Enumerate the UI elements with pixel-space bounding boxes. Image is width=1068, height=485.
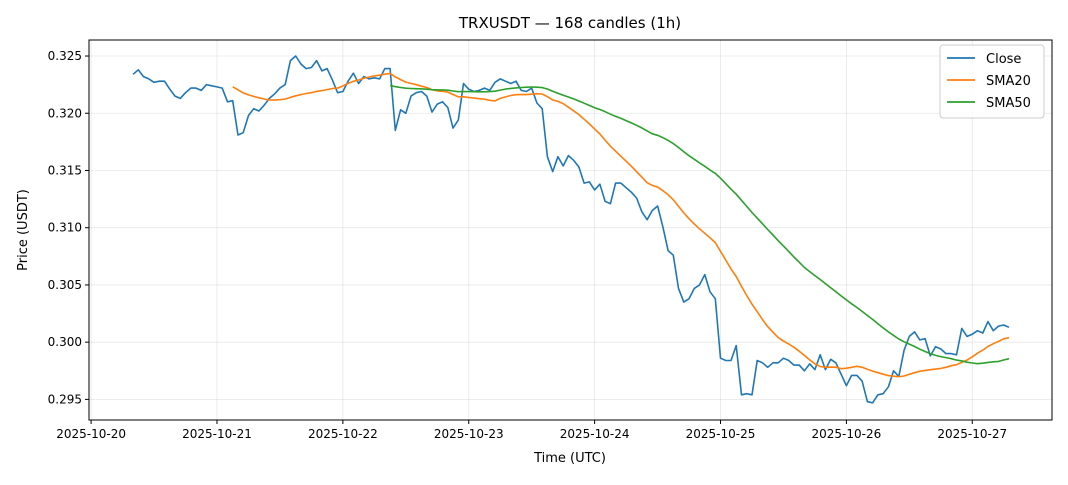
y-axis-label: Price (USDT) xyxy=(16,189,31,271)
x-tick-label: 2025-10-24 xyxy=(560,427,630,441)
x-tick-label: 2025-10-20 xyxy=(56,427,126,441)
x-tick-label: 2025-10-26 xyxy=(812,427,882,441)
x-tick-label: 2025-10-25 xyxy=(686,427,756,441)
y-tick-label: 0.295 xyxy=(48,392,82,406)
y-tick-label: 0.320 xyxy=(48,106,82,120)
sma50-line xyxy=(389,84,1010,365)
y-tick-label: 0.325 xyxy=(48,49,82,63)
x-axis-label: Time (UTC) xyxy=(533,451,606,466)
plot-frame xyxy=(88,39,1053,421)
legend: Close SMA20 SMA50 xyxy=(939,44,1045,119)
sma20-line xyxy=(232,72,1010,378)
x-tick-label: 2025-10-27 xyxy=(937,427,1007,441)
legend-box xyxy=(939,44,1045,119)
x-tick-label: 2025-10-23 xyxy=(434,427,504,441)
legend-label-close: Close xyxy=(986,52,1021,67)
chart-title: TRXUSDT — 168 candles (1h) xyxy=(458,14,681,32)
x-tick-label: 2025-10-22 xyxy=(308,427,378,441)
y-tick-label: 0.300 xyxy=(48,335,82,349)
y-tick-label: 0.305 xyxy=(48,278,82,292)
y-tick-label: 0.315 xyxy=(48,163,82,177)
y-tick-label: 0.310 xyxy=(48,221,82,235)
close-line xyxy=(132,55,1010,404)
y-axis: 0.295 0.300 0.305 0.310 0.315 0.320 0.325 xyxy=(48,49,89,406)
x-axis: 2025-10-20 2025-10-21 2025-10-22 2025-10-23… xyxy=(56,420,1007,441)
x-tick-label: 2025-10-21 xyxy=(182,427,252,441)
series-group xyxy=(132,55,1010,404)
legend-label-sma20: SMA20 xyxy=(986,74,1031,89)
legend-label-sma50: SMA50 xyxy=(986,96,1031,111)
